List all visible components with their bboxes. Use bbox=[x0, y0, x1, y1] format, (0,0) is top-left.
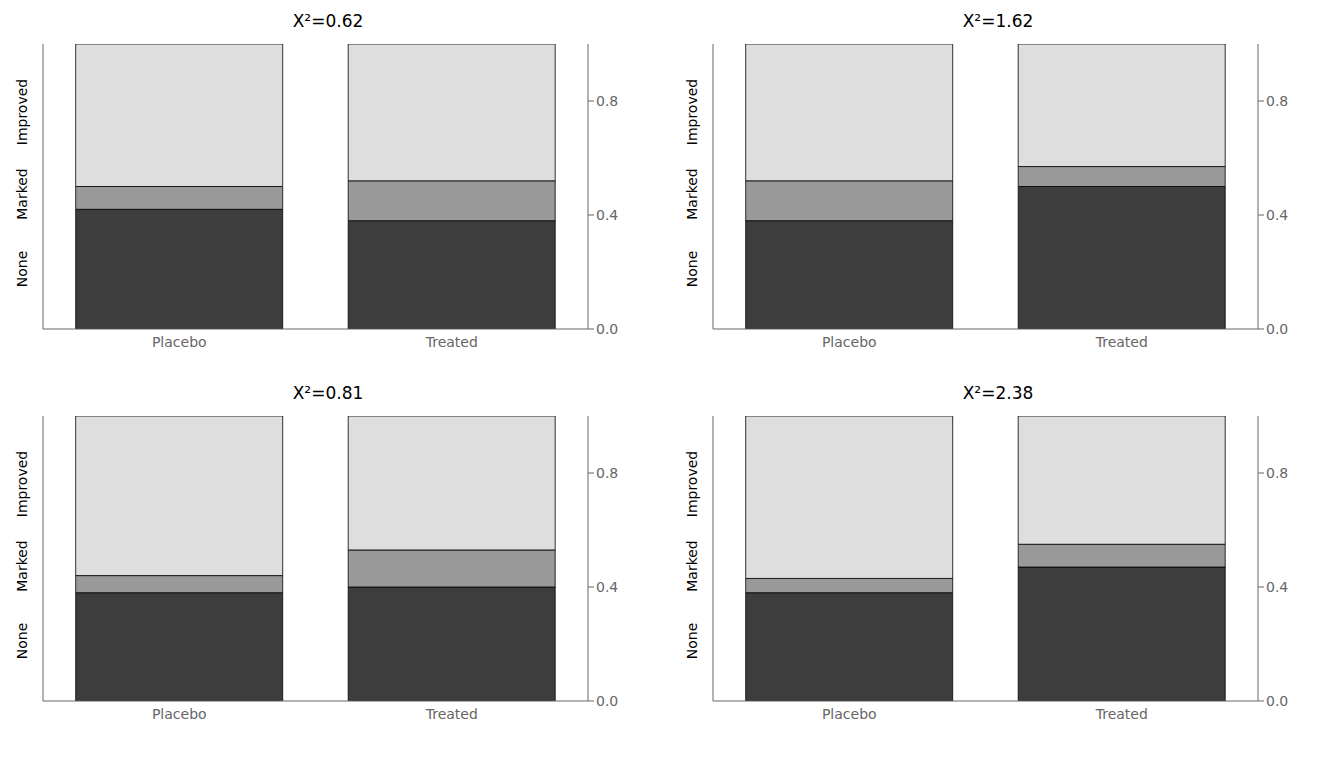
html-text:X²=1.62: X²=1.62 bbox=[962, 11, 1034, 31]
svg-text:Treated: Treated bbox=[1095, 334, 1148, 350]
html-text:Marked: Marked bbox=[684, 539, 700, 592]
svg-text:0.4: 0.4 bbox=[1266, 207, 1288, 223]
html-text:None: None bbox=[14, 622, 30, 660]
svg-text:0.8: 0.8 bbox=[596, 465, 618, 481]
svg-text:0.4: 0.4 bbox=[596, 579, 618, 595]
svg-text:0.8: 0.8 bbox=[1266, 465, 1288, 481]
html-text:Marked: Marked bbox=[14, 539, 30, 592]
svg-text:Placebo: Placebo bbox=[152, 706, 207, 722]
svg-text:Treated: Treated bbox=[425, 706, 478, 722]
html-text:None: None bbox=[684, 250, 700, 288]
svg-text:Treated: Treated bbox=[425, 334, 478, 350]
html-text:None: None bbox=[684, 622, 700, 660]
html-text:None: None bbox=[14, 250, 30, 288]
svg-text:0.4: 0.4 bbox=[596, 207, 618, 223]
svg-text:Treated: Treated bbox=[1095, 706, 1148, 722]
html-text:Marked: Marked bbox=[684, 167, 700, 220]
svg-text:Placebo: Placebo bbox=[822, 706, 877, 722]
svg-text:0.0: 0.0 bbox=[1266, 693, 1288, 709]
html-text:X²=0.81: X²=0.81 bbox=[292, 383, 364, 403]
html-text:Improved: Improved bbox=[684, 451, 700, 518]
svg-text:Placebo: Placebo bbox=[822, 334, 877, 350]
svg-text:0.8: 0.8 bbox=[596, 93, 618, 109]
svg-text:0.0: 0.0 bbox=[596, 321, 618, 337]
svg-text:0.0: 0.0 bbox=[596, 693, 618, 709]
html-text:X²=2.38: X²=2.38 bbox=[962, 383, 1034, 403]
svg-text:Placebo: Placebo bbox=[152, 334, 207, 350]
html-text:Improved: Improved bbox=[684, 79, 700, 146]
svg-text:0.0: 0.0 bbox=[1266, 321, 1288, 337]
html-text:X²=0.62: X²=0.62 bbox=[292, 11, 364, 31]
html-text:Improved: Improved bbox=[14, 79, 30, 146]
svg-text:0.4: 0.4 bbox=[1266, 579, 1288, 595]
html-text:Marked: Marked bbox=[14, 167, 30, 220]
svg-text:0.8: 0.8 bbox=[1266, 93, 1288, 109]
html-text:Improved: Improved bbox=[14, 451, 30, 518]
